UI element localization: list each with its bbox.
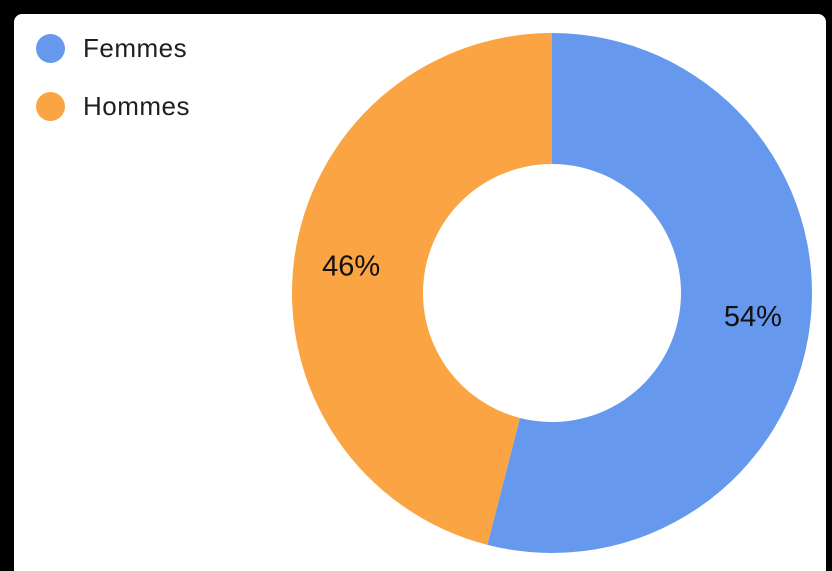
slice-label-femmes: 54%: [724, 301, 782, 333]
donut-chart: 54% 46%: [292, 33, 813, 553]
slice-label-hommes: 46%: [322, 250, 380, 282]
legend-swatch: [36, 92, 65, 121]
legend-item-hommes[interactable]: Hommes: [36, 91, 191, 121]
chart-panel: Femmes Hommes 54% 46%: [14, 14, 826, 571]
slice-femmes[interactable]: [487, 33, 813, 553]
legend-label: Hommes: [83, 91, 191, 121]
legend-label: Femmes: [83, 33, 188, 63]
legend-item-femmes[interactable]: Femmes: [36, 33, 190, 63]
chart-legend: Femmes Hommes: [36, 33, 191, 121]
legend-swatch: [36, 34, 65, 63]
slice-hommes[interactable]: [292, 33, 552, 545]
